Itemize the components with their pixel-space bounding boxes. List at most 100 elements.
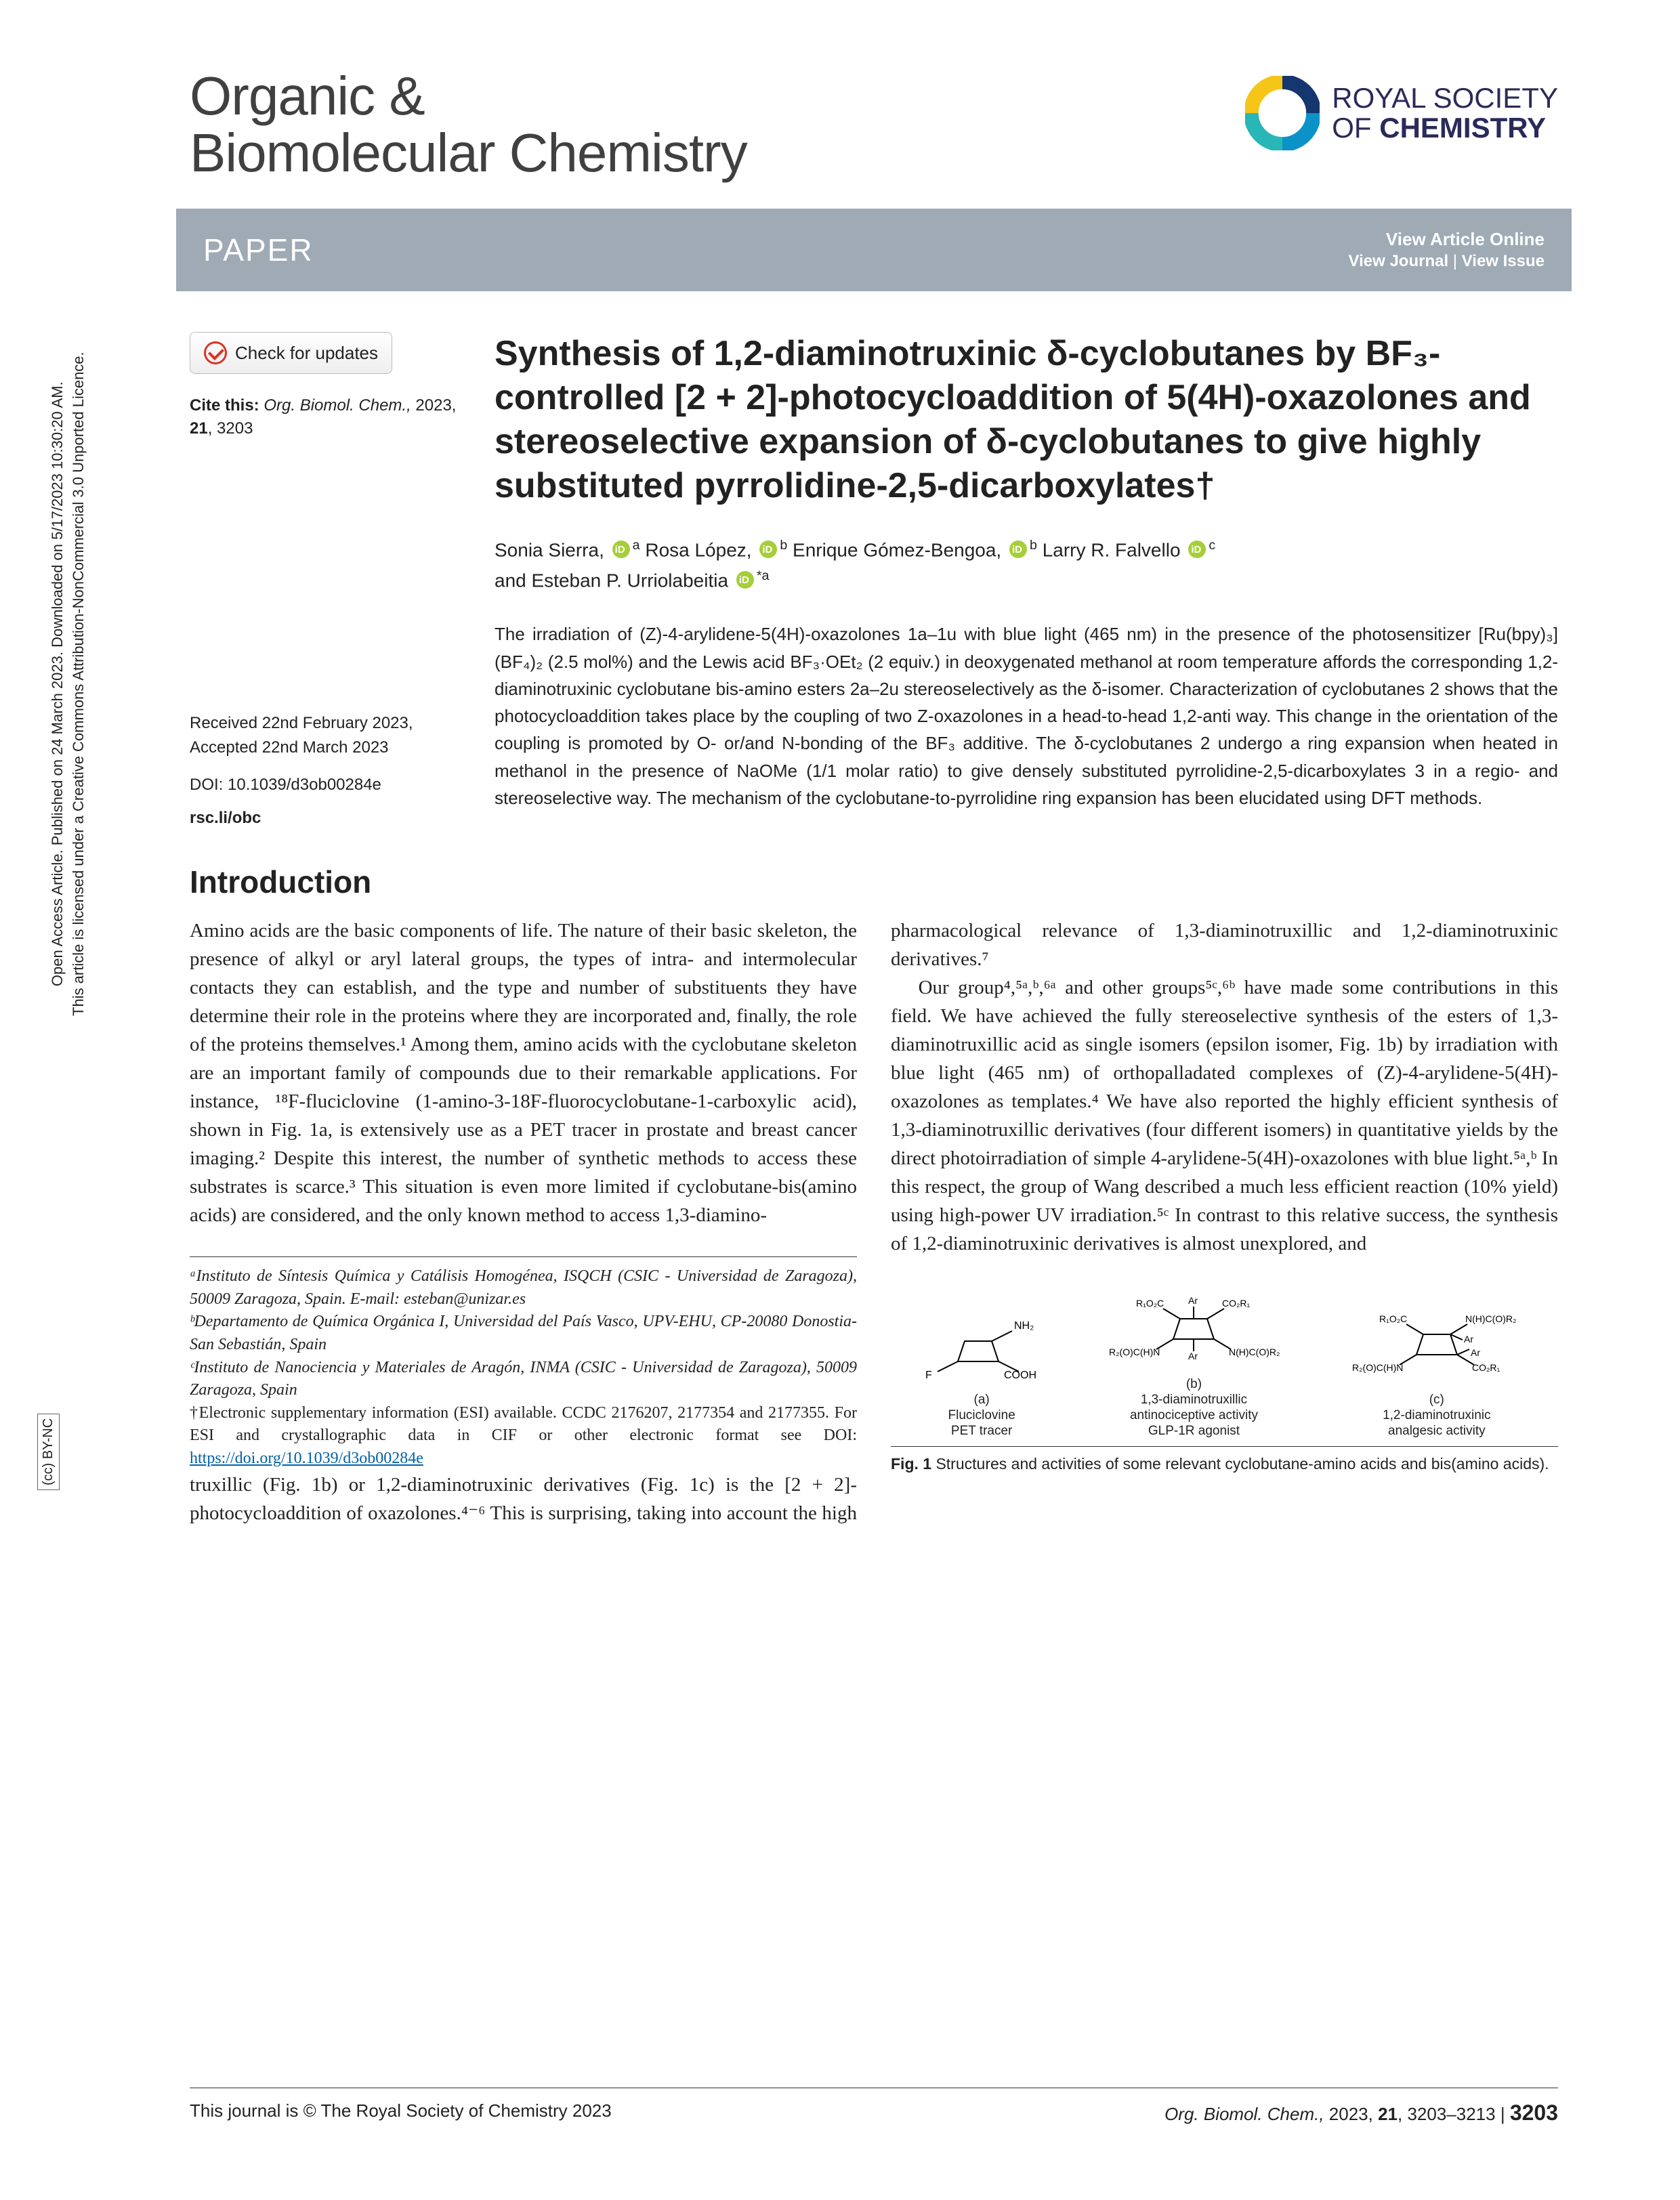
svg-text:R₂(O)C(H)N: R₂(O)C(H)N	[1352, 1362, 1403, 1373]
esi-text: †Electronic supplementary information (E…	[190, 1404, 857, 1445]
footer-year: 2023,	[1329, 2104, 1378, 2124]
page-footer: This journal is © The Royal Society of C…	[190, 2088, 1558, 2125]
view-article-online-link[interactable]: View Article Online	[1386, 229, 1545, 249]
footer-citation: Org. Biomol. Chem., 2023, 21, 3203–3213 …	[1164, 2100, 1558, 2125]
orcid-icon[interactable]	[736, 571, 754, 589]
fig1b-sub: antinociceptive activity	[1106, 1408, 1282, 1424]
author-5-affil: *a	[757, 568, 770, 583]
footer-pp: , 3203–3213 |	[1398, 2104, 1510, 2124]
fig1b-label: (b)	[1106, 1377, 1282, 1393]
accepted-date: Accepted 22nd March 2023	[190, 736, 461, 760]
rsc-logo-icon	[1245, 76, 1320, 150]
orcid-icon[interactable]	[759, 541, 777, 558]
svg-text:Ar: Ar	[1471, 1347, 1480, 1358]
body-p3: Our group⁴,⁵ᵃ,ᵇ,⁶ᵃ and other groups⁵ᶜ,⁶ᵇ…	[891, 973, 1558, 1258]
orcid-icon[interactable]	[1188, 541, 1206, 558]
author-and: and	[495, 570, 532, 591]
cite-label: Cite this:	[190, 396, 264, 415]
affil-c: ᶜInstituto de Nanociencia y Materiales d…	[190, 1357, 857, 1402]
fig1b: R₁O₂C CO₂R₁ Ar R₂(O)C(H)N Ar N(H)C(O)R₂ …	[1106, 1292, 1282, 1439]
footer-journal: Org. Biomol. Chem.,	[1164, 2104, 1329, 2124]
author-5: Esteban P. Urriolabeitia	[532, 570, 729, 591]
footer-page-number: 3203	[1510, 2100, 1558, 2125]
svg-text:COOH: COOH	[1004, 1370, 1036, 1381]
fig1a-name: Fluciclovine	[924, 1408, 1039, 1424]
dates: Received 22nd February 2023, Accepted 22…	[190, 711, 461, 760]
fig-num: Fig. 1	[891, 1455, 931, 1473]
oa-line1: Open Access Article. Published on 24 Mar…	[49, 381, 66, 986]
fig1a-structure-icon: NH₂ F COOH	[924, 1314, 1039, 1389]
view-journal-link[interactable]: View Journal	[1349, 252, 1449, 270]
cite-this: Cite this: Org. Biomol. Chem., 2023, 21,…	[190, 394, 461, 440]
view-issue-link[interactable]: View Issue	[1462, 252, 1545, 270]
esi-doi-link[interactable]: https://doi.org/10.1039/d3ob00284e	[190, 1450, 423, 1467]
fig1c-label: (c)	[1349, 1393, 1525, 1408]
fig1c-name: 1,2-diaminotruxinic	[1349, 1408, 1525, 1424]
cite-vol: 21	[190, 419, 208, 438]
fig1b-name: 1,3-diaminotruxillic	[1106, 1393, 1282, 1408]
svg-text:F: F	[925, 1370, 932, 1381]
fig1b-sub2: GLP-1R agonist	[1106, 1424, 1282, 1439]
article-type-banner: PAPER View Article Online View Journal |…	[176, 209, 1572, 291]
svg-text:NH₂: NH₂	[1014, 1320, 1034, 1332]
fig1c-structure-icon: R₁O₂C N(H)C(O)R₂ Ar R₂(O)C(H)N CO₂R₁ Ar	[1349, 1307, 1525, 1389]
svg-text:N(H)C(O)R₂: N(H)C(O)R₂	[1229, 1347, 1280, 1357]
rsc-of: OF	[1332, 112, 1379, 144]
oa-line2: This article is licensed under a Creativ…	[68, 352, 89, 1016]
svg-text:R₁O₂C: R₁O₂C	[1136, 1298, 1164, 1309]
svg-text:CO₂R₁: CO₂R₁	[1222, 1298, 1251, 1309]
svg-text:N(H)C(O)R₂: N(H)C(O)R₂	[1465, 1313, 1516, 1324]
author-1: Sonia Sierra,	[495, 539, 604, 560]
check-updates-label: Check for updates	[235, 341, 378, 365]
journal-title: Organic & Biomolecular Chemistry	[190, 68, 747, 182]
author-3-affil: b	[1030, 538, 1037, 553]
svg-text:CO₂R₁: CO₂R₁	[1472, 1362, 1500, 1373]
author-2: Rosa López,	[645, 539, 751, 560]
cite-journal: Org. Biomol. Chem.,	[264, 396, 415, 415]
article-type: PAPER	[203, 232, 314, 268]
fig1a-sub: PET tracer	[924, 1424, 1039, 1439]
figure-1: NH₂ F COOH (a) Fluciclovine PET tracer	[891, 1278, 1558, 1474]
cite-year: 2023,	[415, 396, 456, 415]
orcid-icon[interactable]	[1009, 541, 1027, 558]
left-metadata-column: Check for updates Cite this: Org. Biomol…	[190, 332, 461, 830]
author-4: Larry R. Falvello	[1043, 539, 1181, 560]
doi: DOI: 10.1039/d3ob00284e	[190, 774, 461, 797]
svg-text:Ar: Ar	[1188, 1295, 1198, 1306]
crossmark-icon	[204, 341, 227, 364]
author-list: Sonia Sierra, a Rosa López, b Enrique Gó…	[495, 535, 1558, 596]
title-abstract-block: Synthesis of 1,2-diaminotruxinic δ-cyclo…	[495, 332, 1558, 830]
fig-caption-text: Structures and activities of some releva…	[931, 1455, 1549, 1473]
footer-copyright: This journal is © The Royal Society of C…	[190, 2100, 612, 2125]
fig1a-label: (a)	[924, 1393, 1039, 1408]
masthead: Organic & Biomolecular Chemistry ROYAL S…	[190, 68, 1558, 182]
rsc-shortlink[interactable]: rsc.li/obc	[190, 807, 461, 830]
body-p1: Amino acids are the basic components of …	[190, 916, 857, 1230]
orcid-icon[interactable]	[612, 541, 630, 558]
body-text: Amino acids are the basic components of …	[190, 916, 1558, 1527]
figure-1-caption: Fig. 1 Structures and activities of some…	[891, 1446, 1558, 1475]
affil-a: ᵃInstituto de Síntesis Química y Catális…	[190, 1265, 857, 1311]
author-3: Enrique Gómez-Bengoa,	[793, 539, 1001, 560]
rsc-line1: ROYAL SOCIETY	[1332, 83, 1558, 113]
abstract: The irradiation of (Z)-4-arylidene-5(4H)…	[495, 620, 1558, 811]
affiliations-footnote: ᵃInstituto de Síntesis Química y Catális…	[190, 1256, 857, 1470]
author-2-affil: b	[780, 538, 787, 553]
fig1b-structure-icon: R₁O₂C CO₂R₁ Ar R₂(O)C(H)N Ar N(H)C(O)R₂	[1106, 1292, 1282, 1373]
author-1-affil: a	[633, 538, 640, 553]
rsc-logo: ROYAL SOCIETY OF CHEMISTRY	[1245, 76, 1558, 150]
cite-page: , 3203	[208, 419, 253, 438]
svg-text:Ar: Ar	[1188, 1351, 1198, 1361]
banner-links: View Article Online View Journal | View …	[1349, 229, 1545, 271]
rsc-text: ROYAL SOCIETY OF CHEMISTRY	[1332, 83, 1558, 143]
check-updates-button[interactable]: Check for updates	[190, 332, 392, 374]
svg-text:R₁O₂C: R₁O₂C	[1379, 1313, 1407, 1324]
svg-text:Ar: Ar	[1464, 1334, 1473, 1345]
fig1c: R₁O₂C N(H)C(O)R₂ Ar R₂(O)C(H)N CO₂R₁ Ar …	[1349, 1307, 1525, 1439]
cc-by-nc-badge: (cc) BY-NC	[37, 1414, 60, 1490]
section-heading-introduction: Introduction	[190, 864, 1558, 900]
fig1a: NH₂ F COOH (a) Fluciclovine PET tracer	[924, 1314, 1039, 1439]
open-access-side-text: Open Access Article. Published on 24 Mar…	[47, 352, 89, 1016]
footer-vol: 21	[1378, 2104, 1398, 2124]
author-4-affil: c	[1209, 538, 1215, 553]
